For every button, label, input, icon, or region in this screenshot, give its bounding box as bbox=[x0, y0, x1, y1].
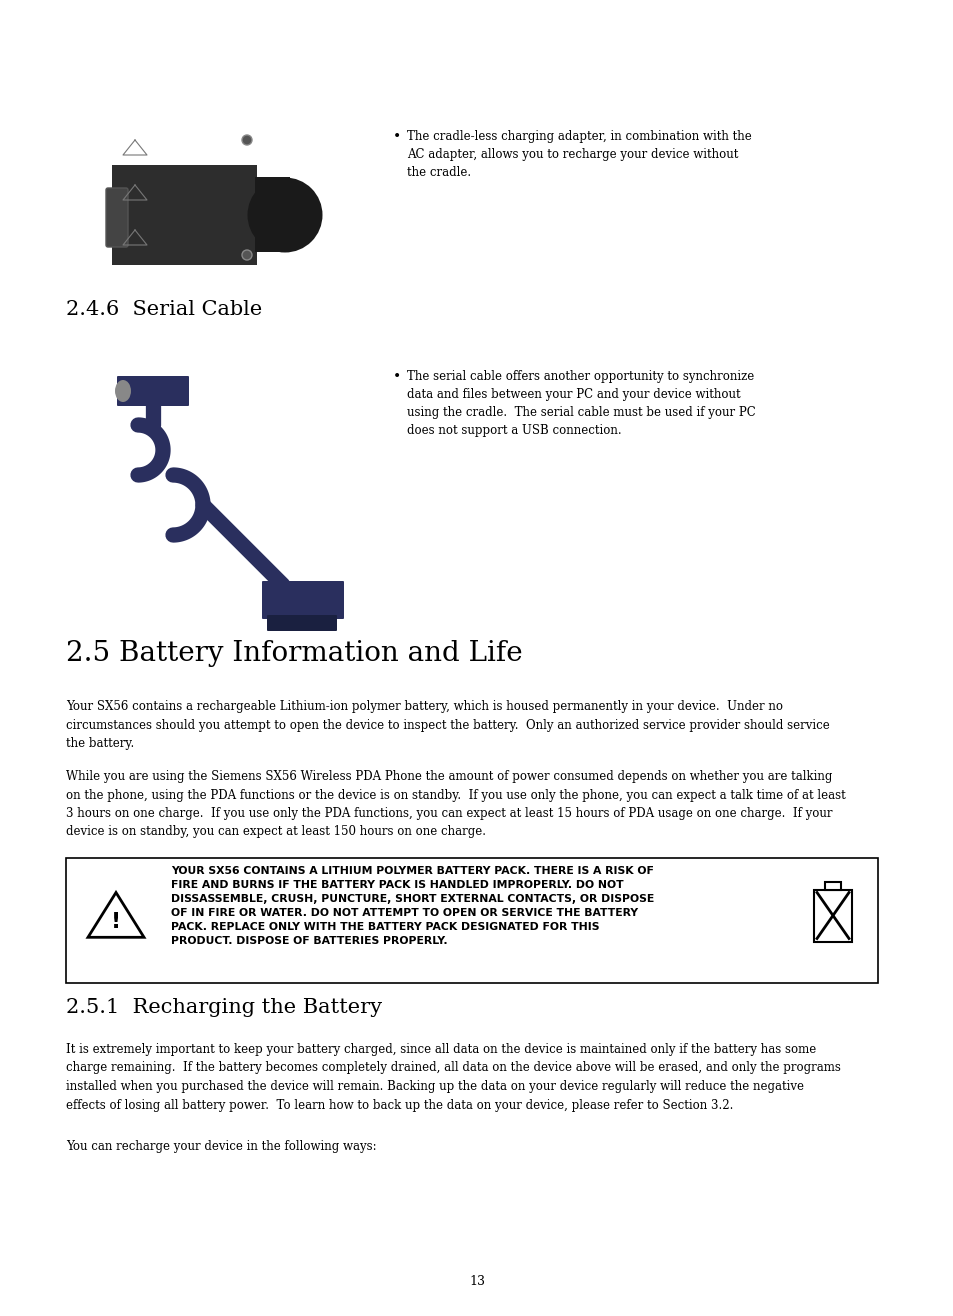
Text: 2.4.6  Serial Cable: 2.4.6 Serial Cable bbox=[66, 300, 262, 318]
Bar bbox=[66, 858, 877, 983]
Text: The cradle-less charging adapter, in combination with the
AC adapter, allows you: The cradle-less charging adapter, in com… bbox=[407, 130, 751, 179]
Ellipse shape bbox=[115, 380, 131, 401]
FancyBboxPatch shape bbox=[267, 615, 336, 630]
FancyBboxPatch shape bbox=[262, 580, 344, 619]
Bar bbox=[112, 164, 256, 265]
Text: It is extremely important to keep your battery charged, since all data on the de: It is extremely important to keep your b… bbox=[66, 1044, 840, 1112]
Ellipse shape bbox=[247, 178, 322, 253]
Circle shape bbox=[242, 250, 252, 261]
Bar bbox=[813, 890, 851, 941]
FancyBboxPatch shape bbox=[117, 376, 189, 407]
Text: You can recharge your device in the following ways:: You can recharge your device in the foll… bbox=[66, 1140, 376, 1153]
Bar bbox=[254, 176, 290, 251]
Text: •: • bbox=[393, 130, 401, 143]
Text: The serial cable offers another opportunity to synchronize
data and files betwee: The serial cable offers another opportun… bbox=[407, 370, 755, 437]
Circle shape bbox=[242, 136, 252, 145]
FancyBboxPatch shape bbox=[106, 188, 128, 247]
Text: !: ! bbox=[111, 912, 121, 933]
Polygon shape bbox=[88, 892, 144, 937]
Text: While you are using the Siemens SX56 Wireless PDA Phone the amount of power cons: While you are using the Siemens SX56 Wir… bbox=[66, 770, 845, 838]
Text: Your SX56 contains a rechargeable Lithium-ion polymer battery, which is housed p: Your SX56 contains a rechargeable Lithiu… bbox=[66, 700, 829, 750]
Bar bbox=[824, 882, 841, 890]
Text: 2.5.1  Recharging the Battery: 2.5.1 Recharging the Battery bbox=[66, 998, 382, 1017]
Text: YOUR SX56 CONTAINS A LITHIUM POLYMER BATTERY PACK. THERE IS A RISK OF
FIRE AND B: YOUR SX56 CONTAINS A LITHIUM POLYMER BAT… bbox=[171, 866, 654, 946]
Text: •: • bbox=[393, 370, 401, 384]
Text: 13: 13 bbox=[469, 1275, 484, 1288]
Text: 2.5 Battery Information and Life: 2.5 Battery Information and Life bbox=[66, 640, 522, 667]
